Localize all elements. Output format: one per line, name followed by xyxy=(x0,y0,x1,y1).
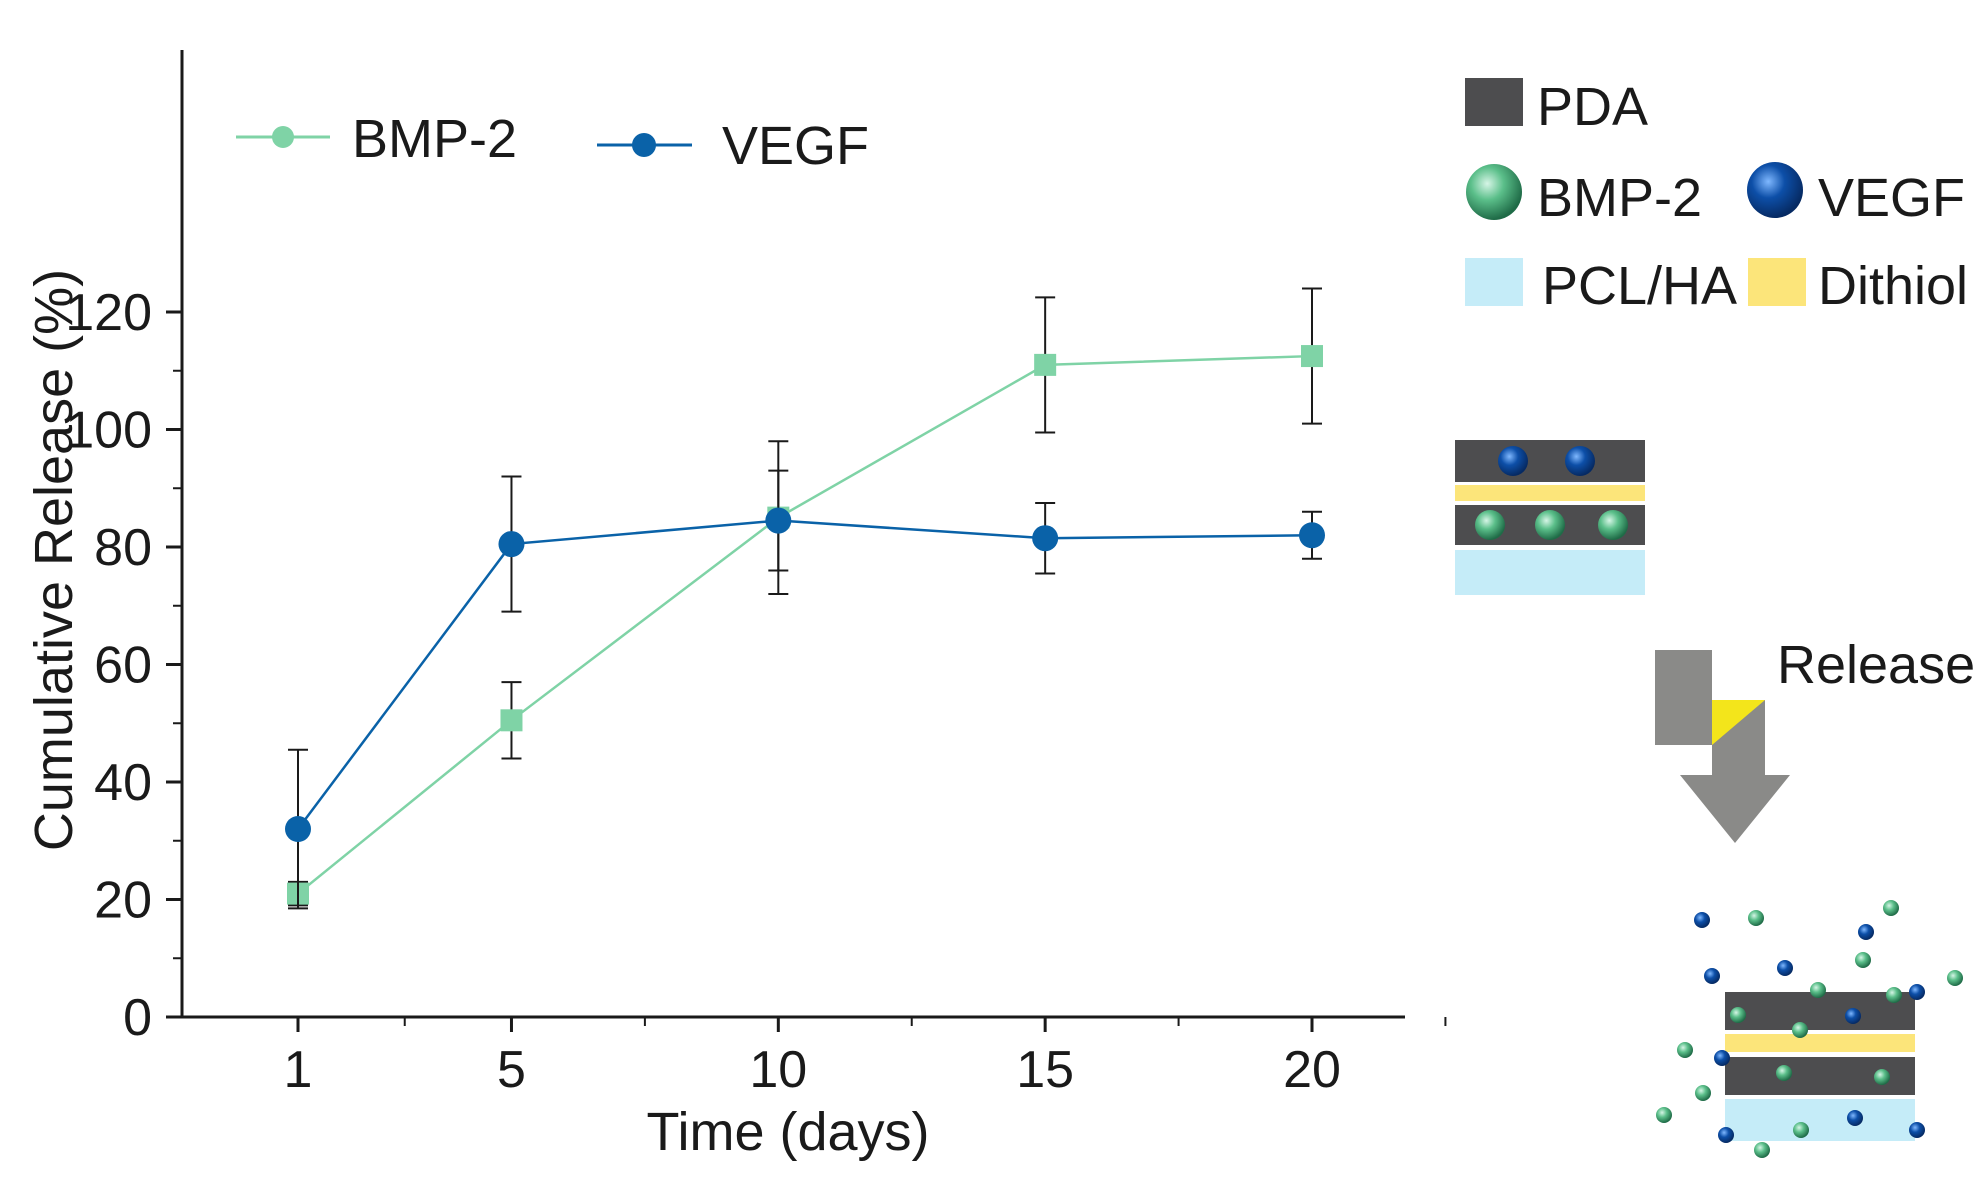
y-tick-label: 20 xyxy=(94,872,152,930)
bmp2-particle xyxy=(1855,952,1871,968)
bmp2-particle xyxy=(1754,1142,1770,1158)
vegf-sphere-icon xyxy=(1747,162,1803,218)
dithiol-key-label: Dithiol xyxy=(1818,256,1968,316)
vegf-particle xyxy=(1847,1110,1863,1126)
vegf-particle xyxy=(1498,446,1528,476)
bmp2-particle xyxy=(1883,900,1899,916)
vegf-particle xyxy=(1565,446,1595,476)
stack-dithiol xyxy=(1455,485,1645,501)
y-tick-label: 100 xyxy=(65,402,152,460)
bmp2-particle xyxy=(1695,1085,1711,1101)
data-point-vegf xyxy=(765,507,792,534)
y-tick-label: 80 xyxy=(94,519,152,577)
vegf-particle xyxy=(1845,1008,1861,1024)
data-point-vegf xyxy=(1032,525,1059,552)
vegf-particle xyxy=(1714,1050,1730,1066)
x-tick-label: 10 xyxy=(749,1041,807,1099)
bmp2-particle xyxy=(1475,510,1505,540)
series-vegf xyxy=(285,469,1325,910)
data-point-vegf xyxy=(285,816,311,842)
bmp2-particle xyxy=(1656,1107,1672,1123)
bmp2-particle xyxy=(1874,1069,1890,1085)
data-point-bmp2 xyxy=(1301,345,1323,368)
vegf-particle xyxy=(1718,1127,1734,1143)
pda-key-label: PDA xyxy=(1537,77,1648,137)
x-tick-label: 1 xyxy=(284,1041,313,1099)
vegf-key-label: VEGF xyxy=(1818,168,1965,228)
x-axis-ticks: 1 5 10 15 20 xyxy=(284,1017,1447,1099)
legend-bmp2-label: BMP-2 xyxy=(352,109,517,169)
legend-vegf-marker xyxy=(632,133,656,157)
stack-pclha xyxy=(1725,1099,1915,1141)
pclha-swatch xyxy=(1465,258,1523,306)
vegf-particle xyxy=(1909,1122,1925,1138)
loaded-stack xyxy=(1455,440,1645,595)
data-point-vegf xyxy=(1299,522,1325,549)
pclha-key-label: PCL/HA xyxy=(1542,256,1737,316)
y-tick-label: 60 xyxy=(94,637,152,695)
y-axis-title: Cumulative Release (%) xyxy=(24,269,84,851)
vegf-particle xyxy=(1777,960,1793,976)
bmp2-particle xyxy=(1730,1007,1746,1023)
x-tick-label: 15 xyxy=(1016,1041,1074,1099)
bmp2-particle xyxy=(1535,510,1565,540)
bmp2-particle xyxy=(1677,1042,1693,1058)
y-tick-label: 0 xyxy=(123,989,152,1047)
vegf-particle xyxy=(1909,984,1925,1000)
data-point-bmp2 xyxy=(1034,353,1057,376)
stack-pda-top xyxy=(1725,992,1915,1030)
release-label: Release xyxy=(1777,635,1975,695)
chart-legend: BMP-2 VEGF xyxy=(236,109,869,176)
stack-dithiol xyxy=(1725,1034,1915,1052)
x-axis-title: Time (days) xyxy=(646,1102,929,1162)
bmp2-particle xyxy=(1598,510,1628,540)
x-tick-label: 20 xyxy=(1283,1041,1341,1099)
x-tick-label: 5 xyxy=(497,1041,526,1099)
bmp2-particle xyxy=(1776,1065,1792,1081)
released-stack xyxy=(1725,992,1915,1141)
bmp2-particle xyxy=(1792,1022,1808,1038)
y-tick-label: 40 xyxy=(94,754,152,812)
series-line-vegf xyxy=(296,519,1313,830)
pda-swatch xyxy=(1465,78,1523,126)
schematic: PDA BMP-2 VEGF PCL/HA Dithiol Release xyxy=(1455,77,1975,1158)
stack-pda-top xyxy=(1455,440,1645,482)
bmp2-particle xyxy=(1748,910,1764,926)
legend-vegf-label: VEGF xyxy=(722,116,869,176)
stack-pclha xyxy=(1455,550,1645,595)
y-axis-ticks: 0 20 40 60 80 100 120 xyxy=(65,284,182,1047)
vegf-particle xyxy=(1694,912,1710,928)
vegf-particle xyxy=(1704,968,1720,984)
release-arrow-icon xyxy=(1655,650,1790,843)
bmp2-particle xyxy=(1947,970,1963,986)
bmp2-particle xyxy=(1810,982,1826,998)
dithiol-swatch xyxy=(1748,258,1806,306)
bmp2-key-label: BMP-2 xyxy=(1537,168,1702,228)
legend-bmp2-marker xyxy=(272,126,294,148)
y-tick-label: 120 xyxy=(65,284,152,342)
series-bmp2 xyxy=(287,287,1323,907)
data-point-bmp2 xyxy=(500,709,523,732)
bmp2-particle xyxy=(1793,1122,1809,1138)
released-particles xyxy=(1656,900,1963,1158)
bmp2-sphere-icon xyxy=(1466,164,1522,220)
data-point-vegf xyxy=(498,531,525,558)
series-layer xyxy=(285,287,1325,910)
bmp2-particle xyxy=(1886,987,1902,1003)
vegf-particle xyxy=(1858,924,1874,940)
